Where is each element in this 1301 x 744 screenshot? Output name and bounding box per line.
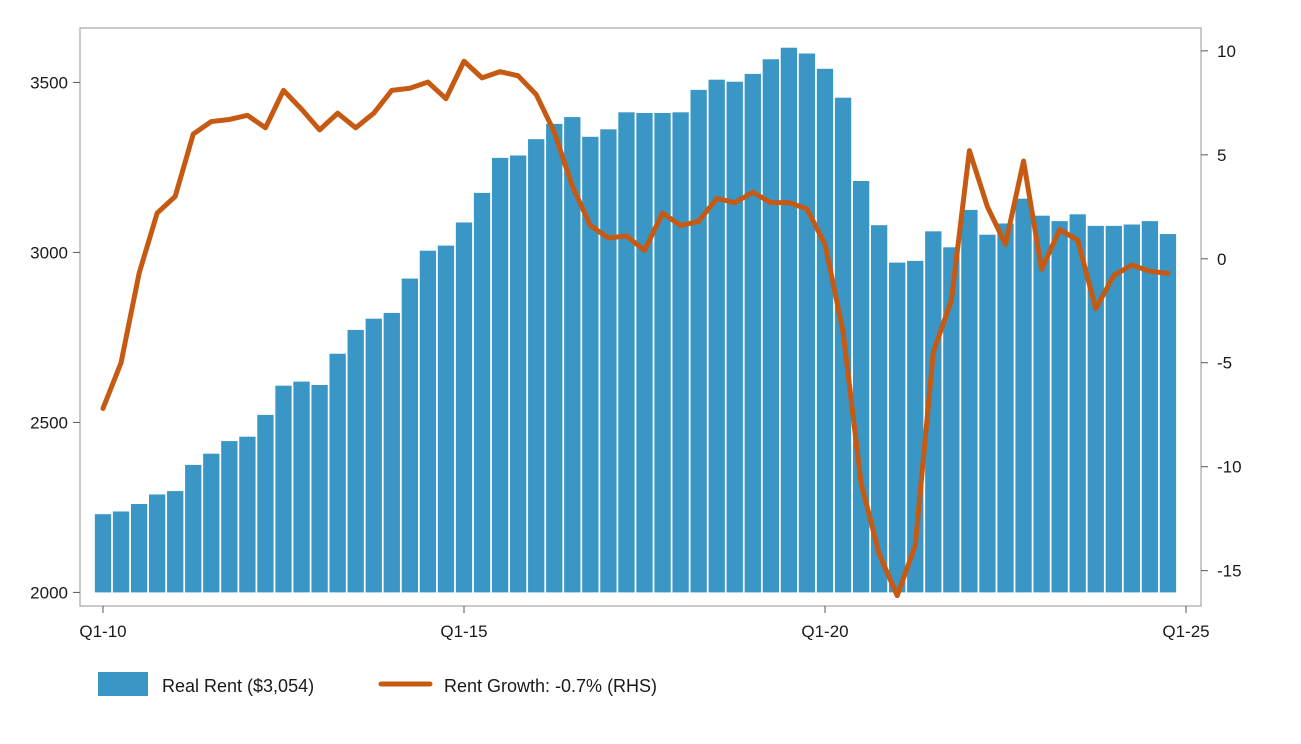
bar-Q2-19: [762, 59, 779, 593]
bar-Q2-22: [979, 234, 996, 593]
left-tick-label: 3500: [30, 73, 68, 92]
bottom-tick-label: Q1-20: [801, 622, 848, 641]
bar-Q3-10: [130, 504, 148, 593]
bar-Q4-10: [149, 494, 166, 593]
bar-Q4-21: [943, 247, 960, 593]
bar-Q2-11: [185, 464, 202, 593]
bar-Q2-23: [1051, 221, 1068, 593]
bar-Q4-22: [1015, 198, 1032, 593]
bottom-tick-label: Q1-10: [79, 622, 126, 641]
bottom-tick-label: Q1-25: [1162, 622, 1209, 641]
bar-Q1-23: [1033, 215, 1050, 593]
bar-Q2-10: [112, 511, 130, 593]
bar-Q3-13: [347, 329, 364, 593]
bar-Q3-16: [564, 117, 581, 593]
bar-Q3-18: [708, 79, 725, 593]
bar-Q4-15: [510, 155, 527, 593]
bar-Q1-11: [167, 491, 184, 593]
right-tick-label: 10: [1217, 42, 1236, 61]
bar-Q1-14: [383, 312, 400, 593]
right-tick-label: -10: [1217, 458, 1242, 477]
right-tick-label: -5: [1217, 354, 1232, 373]
right-tick-label: 5: [1217, 146, 1226, 165]
bar-Q4-19: [798, 53, 816, 593]
bar-Q3-22: [997, 223, 1014, 593]
bar-Q1-15: [455, 222, 473, 593]
bar-Q3-21: [925, 231, 942, 593]
bar-Q1-22: [961, 209, 978, 593]
bottom-tick-label: Q1-15: [440, 622, 487, 641]
legend-label-bar: Real Rent ($3,054): [162, 676, 314, 696]
left-tick-label: 2500: [30, 413, 68, 432]
bar-Q3-23: [1069, 214, 1086, 593]
rent-growth-line: [100, 58, 1171, 599]
bar-Q4-18: [726, 81, 743, 593]
bar-Q1-20: [816, 68, 834, 593]
legend-swatch-bar: [98, 672, 148, 696]
bar-Q4-24: [1159, 234, 1177, 593]
right-axis: -15 -10 -5 0 5 10: [1201, 42, 1242, 581]
legend: Real Rent ($3,054) Rent Growth: -0.7% (R…: [98, 672, 657, 696]
bar-Q1-19: [744, 73, 761, 593]
bar-Q3-19: [780, 47, 798, 593]
bar-Q4-23: [1087, 225, 1104, 593]
bar-Q3-24: [1141, 221, 1159, 593]
bar-Q4-16: [582, 136, 599, 593]
bar-Q1-24: [1105, 225, 1122, 593]
bar-Q4-17: [654, 113, 671, 593]
bar-Q3-17: [636, 113, 653, 593]
right-tick-label: 0: [1217, 250, 1226, 269]
bar-Q2-14: [401, 278, 418, 593]
bar-Q3-14: [419, 250, 437, 593]
bar-Q4-12: [293, 381, 310, 593]
bar-Q2-16: [546, 123, 563, 593]
left-tick-label: 3000: [30, 243, 68, 262]
bar-Q2-13: [329, 353, 346, 593]
bar-Q3-11: [203, 453, 220, 593]
bars-layer: [94, 47, 1177, 593]
bar-Q2-15: [473, 192, 491, 593]
left-tick-label: 2000: [30, 583, 68, 602]
bottom-axis: Q1-10 Q1-15 Q1-20 Q1-25: [79, 606, 1210, 641]
bar-Q4-20: [871, 225, 888, 593]
bar-Q2-18: [690, 89, 707, 593]
bar-Q1-12: [239, 436, 256, 593]
bar-Q1-16: [528, 139, 545, 593]
bar-Q2-17: [618, 112, 635, 593]
left-axis: 2000 2500 3000 3500: [30, 73, 80, 602]
bar-Q3-15: [491, 157, 509, 593]
bar-Q3-12: [275, 385, 292, 593]
bar-Q1-17: [600, 129, 617, 593]
bar-Q2-12: [257, 414, 274, 593]
bar-Q2-24: [1123, 224, 1140, 593]
bar-Q4-14: [437, 245, 455, 593]
bar-Q1-18: [672, 112, 689, 593]
right-tick-label: -15: [1217, 562, 1242, 581]
legend-label-line: Rent Growth: -0.7% (RHS): [444, 676, 657, 696]
bar-Q1-10: [94, 514, 112, 593]
plot-frame: [79, 27, 1202, 607]
line-layer: [100, 58, 1171, 599]
bar-Q4-13: [365, 318, 382, 593]
bar-Q1-13: [311, 385, 328, 593]
bar-Q4-11: [221, 441, 238, 593]
bar-Q1-21: [889, 262, 906, 593]
bar-Q3-20: [852, 181, 870, 593]
